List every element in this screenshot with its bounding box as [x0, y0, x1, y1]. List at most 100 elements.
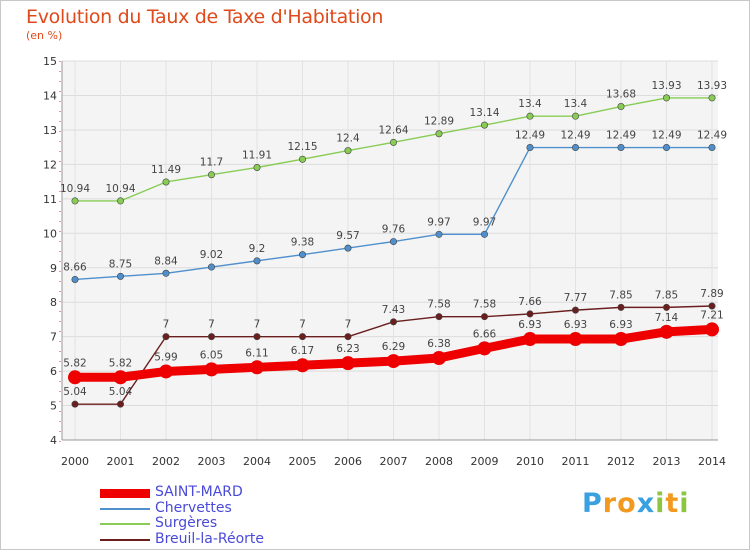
data-label-saint-mard: 7.21 — [700, 309, 723, 321]
data-point-saint-mard — [568, 332, 583, 347]
logo-letter: i — [679, 488, 690, 519]
data-label-chervettes: 8.84 — [154, 255, 178, 267]
x-tick-label: 2009 — [471, 455, 499, 468]
logo-letter: o — [617, 488, 637, 519]
y-tick-label: 4 — [50, 434, 57, 447]
data-point-chervettes — [71, 275, 79, 283]
data-label-saint-mard: 6.17 — [291, 345, 314, 357]
data-point-breuil-la-r-orte — [298, 333, 306, 341]
legend-item: SAINT-MARD — [100, 484, 243, 501]
data-label-chervettes: 9.57 — [336, 230, 359, 242]
y-tick-label: 8 — [50, 296, 57, 309]
data-point-saint-mard — [341, 356, 355, 371]
data-label-surg-res: 11.49 — [151, 164, 181, 176]
data-label-saint-mard: 5.82 — [109, 357, 132, 369]
data-label-chervettes: 12.49 — [515, 130, 545, 142]
data-point-saint-mard — [477, 341, 492, 356]
data-point-saint-mard — [159, 364, 173, 379]
legend-swatch — [100, 539, 150, 541]
data-label-surg-res: 13.68 — [606, 89, 636, 101]
data-label-chervettes: 12.49 — [560, 130, 590, 142]
data-label-saint-mard: 7.14 — [655, 312, 679, 324]
x-tick-label: 2007 — [380, 455, 408, 468]
data-label-saint-mard: 5.99 — [154, 351, 177, 363]
legend-item: Chervettes — [100, 500, 232, 517]
y-tick-label: 13 — [43, 124, 57, 137]
data-point-saint-mard — [523, 332, 537, 347]
data-label-breuil-la-r-orte: 5.04 — [63, 386, 87, 398]
data-point-breuil-la-r-orte — [662, 303, 670, 311]
data-label-breuil-la-r-orte: 7.89 — [700, 288, 723, 300]
data-label-breuil-la-r-orte: 7 — [254, 319, 261, 331]
data-label-saint-mard: 6.93 — [609, 319, 632, 331]
data-point-chervettes — [162, 269, 170, 277]
data-point-chervettes — [617, 144, 625, 152]
data-label-saint-mard: 6.66 — [473, 328, 497, 340]
data-point-chervettes — [526, 144, 534, 152]
data-label-chervettes: 9.76 — [382, 224, 406, 236]
data-label-surg-res: 12.15 — [287, 141, 317, 153]
data-label-breuil-la-r-orte: 7.66 — [518, 296, 542, 308]
y-tick-label: 15 — [43, 55, 57, 68]
data-point-saint-mard — [659, 324, 674, 339]
data-point-saint-mard — [250, 360, 264, 375]
data-label-surg-res: 11.91 — [242, 150, 272, 162]
data-point-chervettes — [298, 251, 306, 259]
data-point-breuil-la-r-orte — [617, 303, 625, 311]
data-label-chervettes: 9.38 — [291, 237, 314, 249]
data-point-breuil-la-r-orte — [344, 333, 352, 341]
y-tick-label: 14 — [43, 90, 57, 103]
data-point-breuil-la-r-orte — [708, 302, 716, 310]
data-label-breuil-la-r-orte: 7.85 — [655, 289, 678, 301]
data-point-surg-res — [708, 94, 716, 102]
data-point-breuil-la-r-orte — [117, 400, 125, 408]
data-label-breuil-la-r-orte: 5.04 — [109, 386, 133, 398]
y-tick-label: 11 — [43, 193, 57, 206]
data-label-saint-mard: 6.11 — [245, 347, 268, 359]
data-label-saint-mard: 6.93 — [564, 319, 587, 331]
data-point-breuil-la-r-orte — [526, 310, 534, 318]
data-point-chervettes — [662, 144, 670, 152]
data-point-surg-res — [71, 197, 79, 205]
data-point-surg-res — [617, 103, 625, 111]
data-label-chervettes: 9.97 — [427, 216, 450, 228]
data-label-surg-res: 13.4 — [564, 98, 588, 110]
data-point-chervettes — [480, 230, 488, 238]
data-point-surg-res — [344, 147, 352, 155]
data-point-chervettes — [208, 263, 216, 271]
logo-letter: x — [636, 488, 656, 519]
x-tick-label: 2012 — [607, 455, 635, 468]
x-tick-label: 2002 — [152, 455, 180, 468]
logo-letter: r — [602, 488, 618, 519]
data-label-breuil-la-r-orte: 7 — [208, 319, 215, 331]
data-label-saint-mard: 6.38 — [427, 338, 450, 350]
data-point-breuil-la-r-orte — [571, 306, 579, 314]
data-point-chervettes — [435, 230, 443, 238]
x-tick-label: 2008 — [425, 455, 453, 468]
data-point-surg-res — [571, 112, 579, 120]
data-point-breuil-la-r-orte — [389, 318, 397, 326]
data-point-saint-mard — [432, 351, 446, 366]
data-label-breuil-la-r-orte: 7 — [163, 319, 170, 331]
data-label-breuil-la-r-orte: 7 — [345, 319, 352, 331]
data-point-saint-mard — [295, 358, 310, 373]
data-label-saint-mard: 6.23 — [336, 343, 359, 355]
data-point-saint-mard — [113, 370, 128, 385]
y-tick-label: 10 — [43, 227, 57, 240]
x-tick-label: 2003 — [198, 455, 226, 468]
data-point-chervettes — [389, 238, 397, 246]
legend-item: Breuil-la-Réorte — [100, 531, 264, 548]
legend-label: SAINT-MARD — [155, 484, 243, 500]
data-point-surg-res — [662, 94, 670, 102]
data-label-breuil-la-r-orte: 7 — [299, 319, 306, 331]
legend-label: Breuil-la-Réorte — [155, 531, 265, 547]
data-label-chervettes: 9.02 — [200, 249, 223, 261]
plot-area — [62, 61, 718, 441]
data-point-surg-res — [389, 138, 397, 146]
y-tick-label: 6 — [50, 365, 57, 378]
data-label-chervettes: 9.2 — [249, 243, 266, 255]
x-tick-label: 2005 — [289, 455, 317, 468]
data-label-surg-res: 10.94 — [105, 183, 135, 195]
x-tick-label: 2014 — [698, 455, 726, 468]
